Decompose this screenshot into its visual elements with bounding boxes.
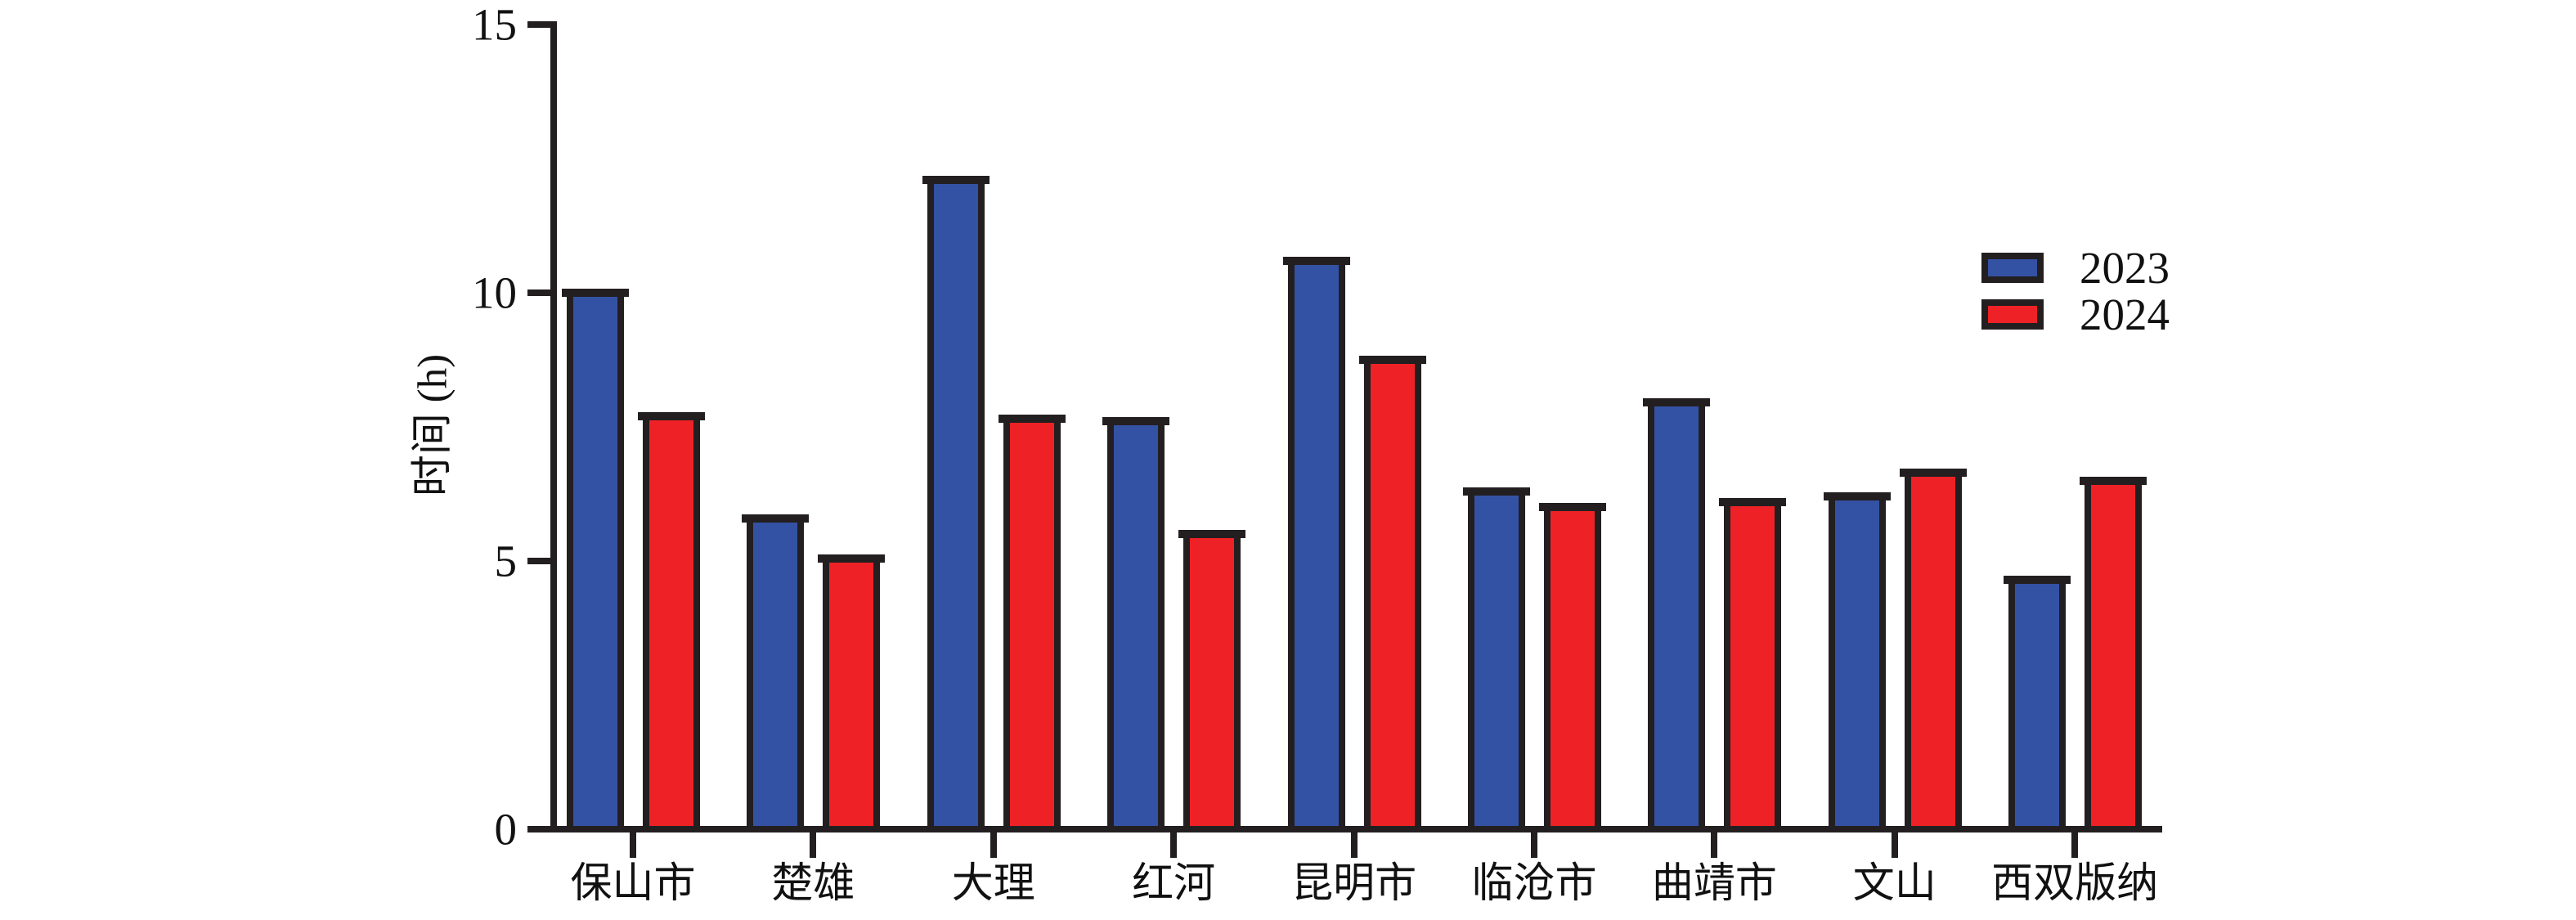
bar-2023-大理 (927, 177, 985, 832)
x-tick-label: 大理 (951, 861, 1035, 907)
bar-top-cap (1539, 503, 1606, 512)
x-tick-label: 楚雄 (771, 861, 855, 907)
legend-label-2023: 2023 (2080, 243, 2170, 293)
bar-2024-曲靖市 (1724, 498, 1782, 832)
x-tick-label: 红河 (1132, 861, 1216, 907)
legend-swatch-2023-icon (1981, 253, 2044, 283)
x-tick-label: 西双版纳 (1991, 861, 2159, 907)
bar-2023-红河 (1107, 418, 1165, 832)
y-tick (527, 826, 552, 832)
bar-top-cap (922, 176, 990, 185)
bar-top-cap (1719, 497, 1787, 506)
x-tick-label: 曲靖市 (1651, 861, 1777, 907)
bar-top-cap (1899, 468, 1967, 477)
bar-top-cap (742, 514, 810, 523)
bar-2024-红河 (1183, 531, 1241, 832)
x-tick (1350, 832, 1358, 858)
x-tick (810, 832, 817, 858)
x-tick (1531, 832, 1537, 858)
legend-item-2024: 2024 (1981, 292, 2170, 337)
bar-top-cap (1282, 256, 1350, 265)
bar-2024-西双版纳 (2085, 477, 2143, 832)
x-tick-label: 文山 (1852, 861, 1936, 907)
x-tick (1891, 832, 1898, 858)
bar-top-cap (998, 415, 1066, 424)
bar-top-cap (2004, 575, 2071, 584)
bar-2023-临沧市 (1468, 487, 1525, 832)
x-tick (1711, 832, 1718, 858)
bar-top-cap (2080, 476, 2147, 485)
y-tick (527, 289, 552, 296)
bar-top-cap (818, 554, 886, 563)
bar-2023-曲靖市 (1648, 399, 1706, 832)
bar-2024-昆明市 (1363, 357, 1421, 832)
x-tick (630, 832, 636, 858)
bar-top-cap (1643, 398, 1711, 407)
x-tick (1170, 832, 1178, 858)
x-tick (990, 832, 997, 858)
bar-2024-文山 (1904, 469, 1962, 832)
bar-2023-西双版纳 (2008, 576, 2067, 832)
bar-2024-大理 (1003, 415, 1061, 832)
bar-2024-楚雄 (823, 554, 881, 832)
legend-item-2023: 2023 (1981, 245, 2170, 290)
bar-top-cap (1102, 417, 1170, 426)
x-tick-label: 保山市 (570, 861, 696, 907)
bar-2023-昆明市 (1287, 257, 1345, 832)
x-tick (2071, 832, 2079, 858)
bar-2023-保山市 (567, 289, 624, 832)
bar-top-cap (1823, 492, 1891, 501)
bar-top-cap (1358, 356, 1426, 364)
bar-top-cap (1178, 530, 1246, 539)
y-axis-title: 时间 (h) (410, 353, 456, 497)
y-tick (527, 21, 552, 28)
y-tick-label: 0 (494, 804, 518, 855)
x-tick-label: 临沧市 (1471, 861, 1597, 907)
legend-label-2024: 2024 (2080, 289, 2170, 339)
bar-2024-临沧市 (1544, 504, 1601, 832)
y-tick (527, 558, 552, 564)
bar-top-cap (1463, 487, 1530, 496)
y-axis (550, 21, 557, 832)
y-tick-label: 10 (472, 267, 517, 318)
x-tick-label: 昆明市 (1291, 861, 1417, 907)
bar-top-cap (638, 411, 705, 420)
legend-swatch-2024-icon (1981, 299, 2044, 330)
bar-2024-保山市 (643, 412, 700, 832)
bar-2023-文山 (1828, 493, 1886, 832)
bar-top-cap (562, 289, 629, 297)
y-tick-label: 15 (472, 0, 517, 50)
y-tick-label: 5 (494, 536, 518, 586)
bar-2023-楚雄 (747, 514, 805, 832)
